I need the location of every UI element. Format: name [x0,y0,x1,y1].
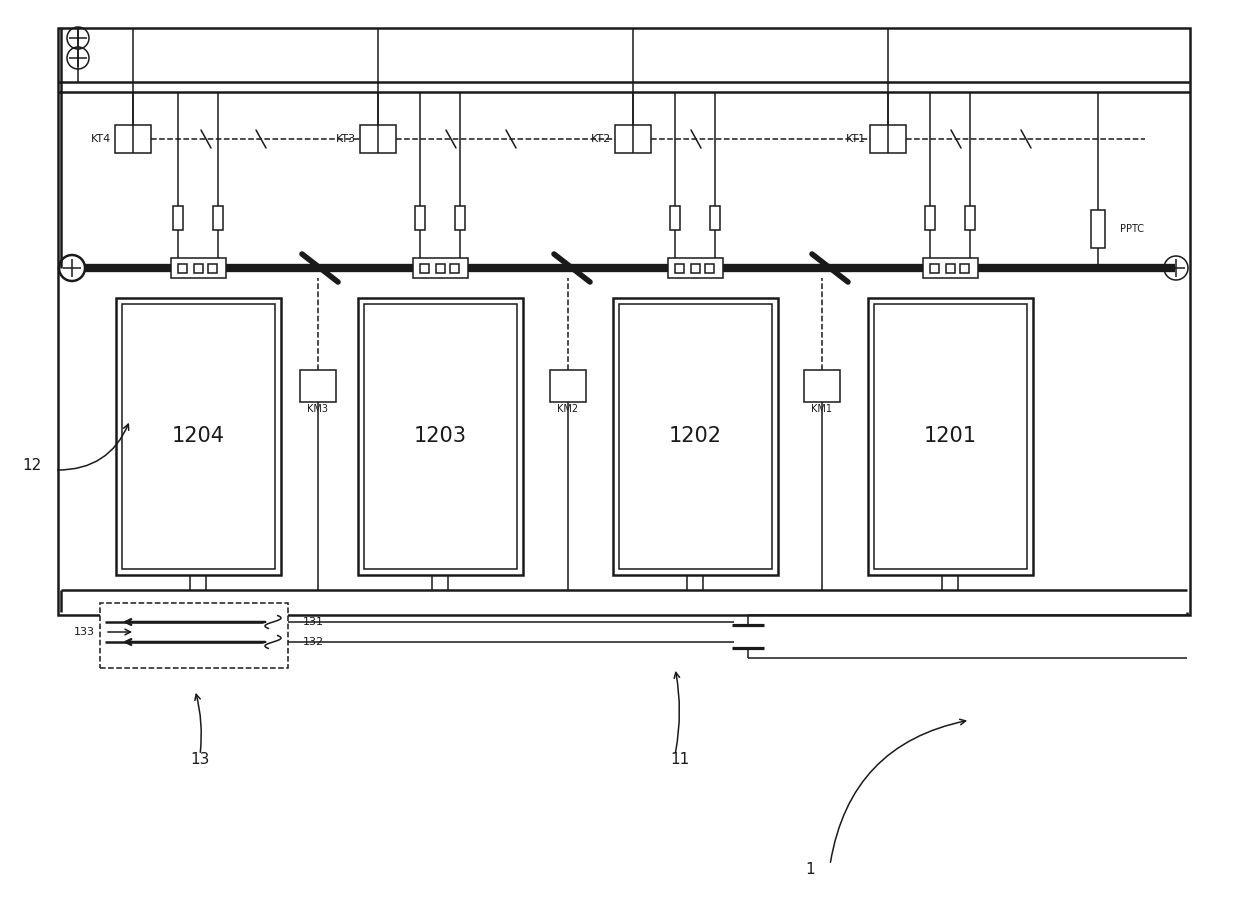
Text: 13: 13 [191,752,209,768]
Bar [691,264,700,273]
Text: 1: 1 [805,863,815,877]
Bar [705,264,714,273]
Text: KM2: KM2 [558,404,579,414]
Text: 11: 11 [670,752,690,768]
Bar [213,206,223,230]
Text: 1203: 1203 [414,427,467,447]
Bar [613,298,778,575]
Text: 1201: 1201 [923,427,976,447]
Bar [208,264,217,273]
Bar [121,304,275,569]
Bar [926,206,935,230]
Bar [550,370,586,402]
Bar [670,206,680,230]
Bar [358,298,523,575]
Bar [195,264,203,273]
Text: 1204: 1204 [171,427,224,447]
Text: KT2: KT2 [591,134,611,144]
Text: KT1: KT1 [846,134,866,144]
Bar [116,298,281,575]
Text: KT3: KT3 [336,134,356,144]
Bar [870,125,906,153]
Bar [115,125,151,153]
Bar [450,264,458,273]
Text: KM3: KM3 [307,404,328,414]
Bar [100,603,287,668]
Bar [923,258,978,278]
Text: KT4: KT4 [90,134,112,144]
Bar [930,264,939,273]
Text: 132: 132 [304,637,325,647]
Bar [620,304,772,569]
Text: KM1: KM1 [812,404,833,414]
Bar [171,258,225,278]
Bar [173,206,183,230]
Bar [869,298,1033,575]
Bar [960,264,969,273]
Bar [873,304,1027,569]
Text: 131: 131 [304,617,325,627]
Bar [413,258,468,278]
Bar [58,28,1189,615]
Text: 12: 12 [22,458,42,473]
Bar [965,206,975,230]
Text: 1202: 1202 [669,427,721,447]
Text: PPTC: PPTC [1120,224,1144,234]
Bar [675,264,684,273]
Bar [178,264,187,273]
Bar [668,258,724,278]
Bar [300,370,336,402]
Bar [364,304,517,569]
Bar [1092,210,1105,248]
Bar [710,206,720,230]
Bar [415,206,425,230]
Bar [436,264,445,273]
Bar [947,264,955,273]
Bar [361,125,396,153]
Bar [420,264,429,273]
Bar [455,206,465,230]
Bar [804,370,840,402]
Text: 133: 133 [74,627,95,637]
Bar [615,125,650,153]
